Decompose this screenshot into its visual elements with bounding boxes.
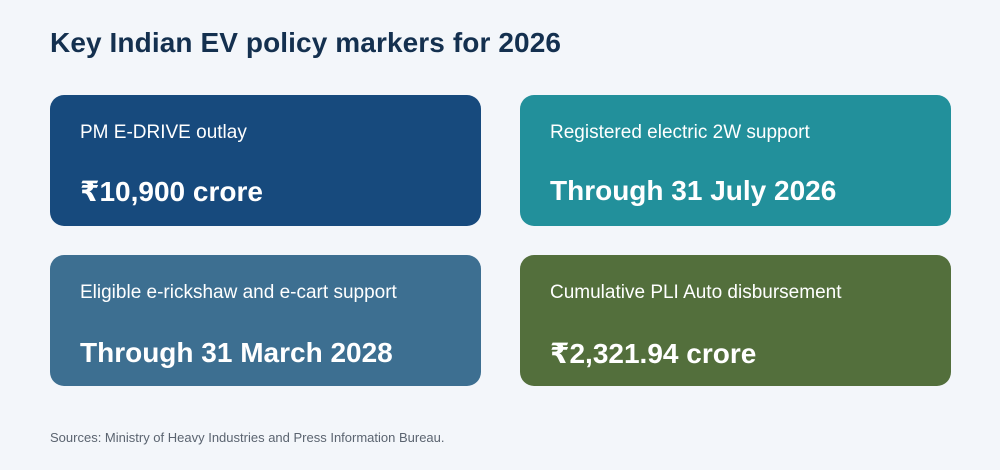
metric-label: Cumulative PLI Auto disbursement (550, 282, 842, 303)
metric-value: Through 31 July 2026 (550, 175, 837, 206)
metric-value: ₹10,900 crore (80, 176, 263, 207)
metric-card-pli-auto: Cumulative PLI Auto disbursement ₹2,321.… (520, 255, 951, 386)
metric-card-electric-2w: Registered electric 2W support Through 3… (520, 95, 951, 226)
source-note: Sources: Ministry of Heavy Industries an… (50, 430, 445, 445)
metric-label: Registered electric 2W support (550, 122, 810, 143)
metric-card-e-rickshaw: Eligible e-rickshaw and e-cart support T… (50, 255, 481, 386)
metric-label: Eligible e-rickshaw and e-cart support (80, 282, 397, 303)
page-title: Key Indian EV policy markers for 2026 (50, 27, 562, 58)
metric-card-pm-e-drive: PM E-DRIVE outlay ₹10,900 crore (50, 95, 481, 226)
metric-label: PM E-DRIVE outlay (80, 122, 247, 143)
metric-value: Through 31 March 2028 (80, 337, 393, 368)
metric-value: ₹2,321.94 crore (550, 338, 757, 369)
